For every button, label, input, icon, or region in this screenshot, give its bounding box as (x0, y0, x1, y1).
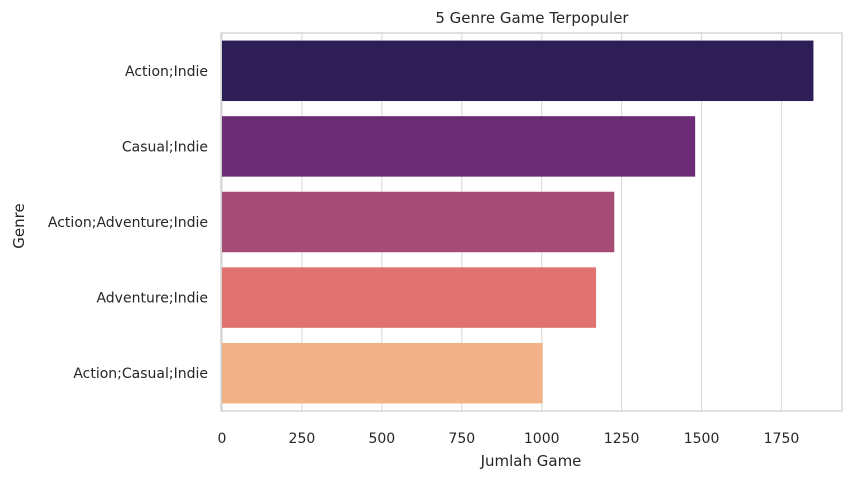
bar (222, 267, 597, 328)
y-tick-label: Action;Adventure;Indie (48, 215, 208, 231)
y-tick-label: Action;Casual;Indie (73, 366, 208, 382)
bar (222, 40, 814, 102)
x-tick-label: 1000 (524, 431, 560, 447)
y-tick-labels: Action;Indie Casual;Indie Action;Adventure… (48, 64, 208, 382)
x-tick-label: 1250 (604, 431, 640, 447)
y-tick-label: Action;Indie (125, 64, 208, 80)
bars (222, 40, 814, 404)
x-tick-labels: 0 250 500 750 1000 1250 1500 1750 (218, 431, 800, 447)
x-tick-label: 0 (218, 431, 227, 447)
x-tick-label: 1500 (684, 431, 720, 447)
bar (222, 342, 543, 404)
x-tick-label: 500 (368, 431, 395, 447)
x-tick-label: 1750 (764, 431, 800, 447)
x-axis-label: Jumlah Game (480, 452, 582, 470)
y-tick-label: Casual;Indie (122, 139, 208, 155)
x-tick-label: 250 (289, 431, 316, 447)
chart-title: 5 Genre Game Terpopuler (435, 9, 629, 27)
bar (222, 116, 696, 177)
bar (222, 191, 615, 253)
y-tick-label: Adventure;Indie (96, 291, 208, 307)
x-tick-label: 750 (448, 431, 475, 447)
y-axis-label: Genre (10, 203, 28, 248)
plot-frame (220, 32, 843, 412)
